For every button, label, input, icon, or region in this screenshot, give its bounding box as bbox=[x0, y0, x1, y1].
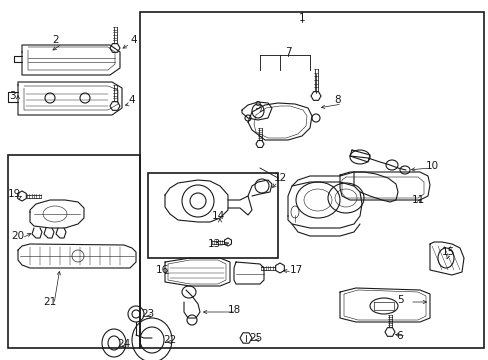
Text: 3: 3 bbox=[9, 91, 15, 101]
Text: 10: 10 bbox=[425, 161, 438, 171]
Text: 1: 1 bbox=[298, 13, 305, 23]
Text: 14: 14 bbox=[211, 211, 224, 221]
Text: 12: 12 bbox=[273, 173, 286, 183]
Text: 4: 4 bbox=[128, 95, 135, 105]
Text: 4: 4 bbox=[130, 35, 137, 45]
Bar bbox=[8, 155, 140, 348]
Bar bbox=[148, 173, 278, 258]
Text: 22: 22 bbox=[163, 335, 176, 345]
Bar bbox=[140, 12, 483, 348]
Text: 23: 23 bbox=[141, 309, 154, 319]
Text: 7: 7 bbox=[284, 47, 291, 57]
Text: 5: 5 bbox=[396, 295, 403, 305]
Text: 13: 13 bbox=[207, 239, 220, 249]
Text: 18: 18 bbox=[227, 305, 240, 315]
Text: 25: 25 bbox=[249, 333, 262, 343]
Text: 2: 2 bbox=[53, 35, 59, 45]
Text: 16: 16 bbox=[155, 265, 168, 275]
Text: 9: 9 bbox=[254, 101, 261, 111]
Text: 21: 21 bbox=[43, 297, 57, 307]
Text: 24: 24 bbox=[117, 339, 130, 349]
Text: 6: 6 bbox=[396, 331, 403, 341]
Text: 17: 17 bbox=[289, 265, 302, 275]
Text: 20: 20 bbox=[11, 231, 24, 241]
Text: 11: 11 bbox=[410, 195, 424, 205]
Text: 15: 15 bbox=[441, 247, 454, 257]
Text: 19: 19 bbox=[7, 189, 20, 199]
Text: 8: 8 bbox=[334, 95, 341, 105]
